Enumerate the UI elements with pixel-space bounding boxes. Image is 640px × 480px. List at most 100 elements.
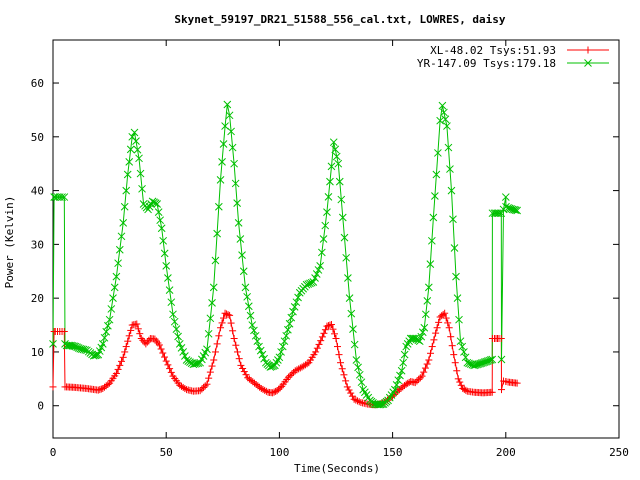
data-point-xl xyxy=(133,320,141,328)
data-point-yr xyxy=(177,344,186,352)
data-point-yr xyxy=(427,236,436,245)
data-point-yr xyxy=(58,193,66,201)
data-point-yr xyxy=(376,400,385,409)
data-point-yr xyxy=(508,205,517,214)
data-point-yr xyxy=(426,260,435,268)
data-point-yr xyxy=(123,170,132,179)
data-point-yr xyxy=(107,305,116,313)
data-point-yr xyxy=(136,169,145,178)
data-point-yr xyxy=(248,321,257,329)
data-point-xl xyxy=(355,398,363,406)
data-point-xl xyxy=(262,387,270,395)
data-point-yr xyxy=(495,209,503,218)
series-markers-xl xyxy=(49,309,521,409)
data-point-xl xyxy=(235,355,243,363)
data-point-xl xyxy=(208,362,216,370)
data-point-xl xyxy=(425,356,433,364)
data-point-yr xyxy=(68,341,77,350)
data-point-xl xyxy=(442,314,450,322)
plot-lines xyxy=(52,104,518,406)
data-point-xl xyxy=(456,378,464,386)
data-point-xl xyxy=(104,380,112,388)
data-point-xl xyxy=(315,340,323,348)
data-point-yr xyxy=(421,310,430,319)
data-point-yr xyxy=(355,370,364,379)
data-point-xl xyxy=(428,343,436,351)
data-point-xl xyxy=(354,397,362,405)
legend-label-yr: YR-147.09 Tsys:179.18 xyxy=(417,57,556,70)
data-point-xl xyxy=(223,310,231,318)
data-point-yr xyxy=(501,193,510,201)
data-point-yr xyxy=(133,145,142,154)
data-point-yr xyxy=(225,111,234,120)
data-point-yr xyxy=(105,315,114,324)
data-point-xl xyxy=(329,325,337,333)
data-point-xl xyxy=(402,380,410,388)
data-point-yr xyxy=(156,216,165,225)
data-point-yr xyxy=(434,149,442,157)
data-point-yr xyxy=(175,340,184,348)
data-point-xl xyxy=(295,365,303,373)
data-point-xl xyxy=(323,322,331,330)
data-point-xl xyxy=(137,335,145,342)
data-point-yr xyxy=(452,272,460,281)
data-point-xl xyxy=(418,372,426,380)
data-point-yr xyxy=(458,342,467,351)
data-point-yr xyxy=(453,294,462,303)
data-point-xl xyxy=(166,365,174,373)
data-point-yr xyxy=(292,298,301,307)
x-tick-label: 100 xyxy=(269,446,289,459)
data-point-yr xyxy=(119,219,128,227)
data-point-xl xyxy=(164,361,172,369)
data-point-yr xyxy=(488,355,497,364)
data-point-yr xyxy=(120,202,129,211)
data-point-yr xyxy=(160,249,169,258)
data-point-yr xyxy=(317,248,326,257)
data-point-yr xyxy=(154,208,163,216)
data-point-yr xyxy=(289,307,297,316)
data-point-yr xyxy=(400,350,409,359)
data-point-xl xyxy=(462,386,470,394)
data-point-yr xyxy=(319,235,328,243)
data-point-yr xyxy=(256,346,265,355)
legend-marker-yr xyxy=(584,59,592,67)
data-point-xl xyxy=(142,340,150,348)
data-point-yr xyxy=(157,224,166,233)
data-point-yr xyxy=(109,294,117,303)
data-point-yr xyxy=(352,356,361,364)
data-point-xl xyxy=(210,356,218,364)
data-point-xl xyxy=(273,387,281,395)
data-point-xl xyxy=(430,336,438,344)
data-point-xl xyxy=(196,387,204,395)
data-point-xl xyxy=(143,338,151,346)
data-point-yr xyxy=(250,326,258,335)
series-markers-yr xyxy=(49,100,521,409)
data-point-xl xyxy=(454,375,462,383)
data-point-yr xyxy=(429,213,438,222)
data-point-xl xyxy=(420,368,428,376)
data-point-xl xyxy=(215,332,223,340)
data-point-xl xyxy=(213,340,221,348)
data-point-xl xyxy=(117,357,125,365)
data-point-xl xyxy=(460,385,468,393)
data-point-xl xyxy=(444,319,452,327)
data-point-yr xyxy=(510,205,518,214)
data-point-yr xyxy=(179,348,188,356)
data-point-yr xyxy=(335,177,344,186)
x-tick-label: 0 xyxy=(50,446,57,459)
data-point-yr xyxy=(208,299,216,307)
data-point-yr xyxy=(309,278,318,286)
data-point-yr xyxy=(420,323,429,332)
data-point-yr xyxy=(258,350,267,359)
data-point-yr xyxy=(409,334,418,343)
data-point-xl xyxy=(167,368,175,376)
data-point-xl xyxy=(226,311,234,319)
data-point-yr xyxy=(396,371,404,380)
data-point-yr xyxy=(231,179,240,188)
data-point-yr xyxy=(227,127,235,136)
data-point-xl xyxy=(497,335,505,342)
data-point-yr xyxy=(126,145,135,154)
data-point-xl xyxy=(124,337,132,345)
data-point-yr xyxy=(493,209,502,218)
